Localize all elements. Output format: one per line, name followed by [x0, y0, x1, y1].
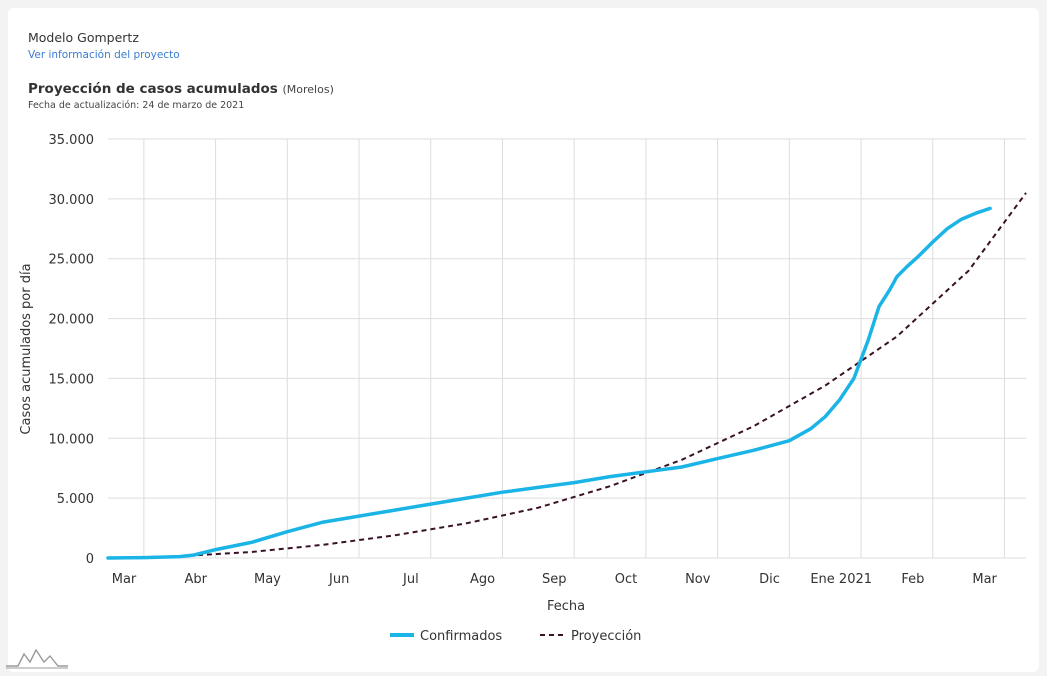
x-tick-label: Jun: [328, 572, 349, 587]
y-tick-label: 15.000: [49, 372, 95, 387]
legend-label-proyeccion[interactable]: Proyección: [571, 629, 641, 644]
chart-series: [106, 192, 1027, 560]
chart-grid: [108, 138, 1026, 559]
x-tick-label: Abr: [184, 572, 207, 587]
y-tick-label: 25.000: [49, 253, 95, 268]
brand-logo-icon: [6, 648, 68, 669]
x-tick-label: Mar: [972, 572, 997, 587]
y-tick-label: 5.000: [57, 492, 94, 507]
model-title: Modelo Gompertz: [28, 30, 139, 45]
y-axis-ticks: 0 5.000 10.000 15.000 20.000 25.000 30.000 35.0…: [49, 133, 95, 567]
chart-region: (Morelos): [282, 83, 334, 96]
series-line-confirmados: [106, 206, 992, 560]
legend-label-confirmados[interactable]: Confirmados: [420, 629, 502, 644]
series-line-proyeccion: [107, 192, 1027, 559]
x-tick-label: Oct: [615, 572, 637, 587]
update-date: Fecha de actualización: 24 de marzo de 2…: [28, 100, 245, 111]
x-tick-label: Nov: [685, 572, 711, 587]
y-tick-label: 35.000: [49, 133, 95, 148]
x-tick-label: Dic: [759, 572, 780, 587]
y-axis-label: Casos acumulados por día: [19, 263, 34, 434]
x-tick-label: Sep: [542, 572, 567, 587]
chart-legend: Confirmados Proyección: [390, 629, 641, 644]
x-tick-label: Ago: [470, 572, 495, 587]
x-axis-label: Fecha: [547, 599, 585, 614]
x-tick-label: Mar: [112, 572, 137, 587]
y-tick-label: 0: [86, 552, 94, 567]
x-tick-label: May: [254, 572, 281, 587]
y-tick-label: 10.000: [49, 432, 95, 447]
x-axis-ticks: Mar Abr May Jun Jul Ago Sep Oct Nov Dic Ene 2021 Fe…: [112, 572, 998, 587]
x-tick-label: Ene 2021: [810, 572, 872, 587]
y-tick-label: 20.000: [49, 313, 95, 328]
y-tick-label: 30.000: [49, 193, 95, 208]
project-info-link[interactable]: Ver información del proyecto: [28, 49, 180, 61]
x-tick-label: Jul: [402, 572, 419, 587]
x-tick-label: Feb: [901, 572, 924, 587]
chart-title: Proyección de casos acumulados (Morelos): [28, 81, 334, 97]
chart-title-text: Proyección de casos acumulados: [28, 81, 278, 97]
